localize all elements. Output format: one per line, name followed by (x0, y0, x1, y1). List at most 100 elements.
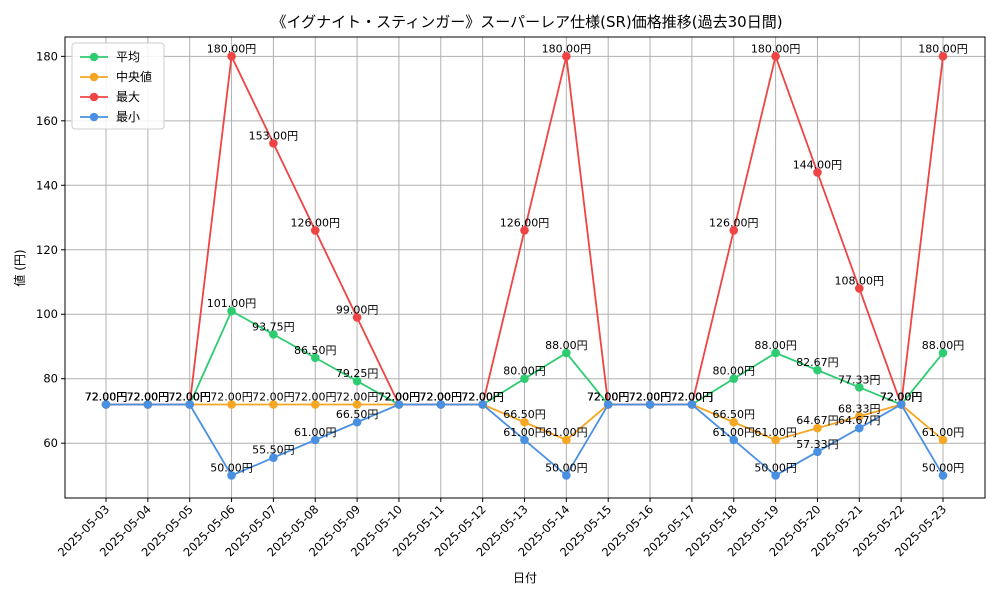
data-point (436, 400, 446, 409)
data-label: 72.00円 (168, 391, 211, 404)
data-label: 72.00円 (461, 391, 504, 404)
data-label: 50.00円 (210, 461, 253, 474)
legend-box (71, 42, 165, 130)
data-point (352, 313, 362, 322)
data-point (352, 417, 362, 427)
data-label: 72.00円 (587, 391, 630, 404)
data-point (729, 435, 739, 445)
data-label: 101.00円 (207, 297, 257, 310)
data-label: 80.00円 (503, 365, 546, 378)
series-layer (101, 52, 948, 480)
data-label: 88.00円 (754, 339, 797, 352)
data-label: 72.00円 (671, 391, 714, 404)
data-label: 72.00円 (168, 391, 211, 404)
data-label: 126.00円 (291, 216, 341, 229)
data-point (938, 348, 948, 358)
data-point (729, 226, 739, 235)
legend-entry: 中央値 (116, 69, 152, 84)
data-point (269, 400, 278, 409)
y-axis-label: 値 (円) (12, 249, 27, 286)
y-tick-label: 140 (36, 178, 58, 192)
data-point (855, 284, 864, 293)
data-label: 72.00円 (671, 391, 714, 404)
data-label: 108.00円 (835, 274, 885, 287)
data-point (269, 330, 278, 339)
data-point (562, 471, 571, 480)
data-point (855, 383, 864, 392)
data-label: 93.75円 (252, 320, 295, 333)
data-label: 72.00円 (85, 391, 128, 404)
data-label: 72.00円 (420, 391, 463, 404)
data-point (729, 417, 739, 427)
data-point (227, 471, 236, 480)
legend-marker (89, 72, 99, 82)
data-point (394, 400, 404, 409)
data-label: 61.00円 (503, 426, 546, 439)
data-label: 144.00円 (793, 158, 843, 171)
data-point (143, 400, 153, 409)
data-point (896, 400, 906, 409)
data-point (645, 400, 655, 409)
data-label: 72.00円 (252, 391, 295, 404)
data-label: 180.00円 (918, 42, 968, 55)
data-label: 86.50円 (294, 344, 337, 357)
data-label: 180.00円 (207, 42, 257, 55)
data-point (771, 471, 780, 480)
data-point (101, 400, 111, 409)
data-label: 61.00円 (545, 426, 588, 439)
y-tick-label: 80 (43, 372, 58, 386)
legend-marker (89, 92, 99, 102)
data-label: 57.33円 (796, 438, 839, 451)
data-label: 79.25円 (336, 367, 379, 380)
data-point (603, 400, 613, 409)
data-point (352, 400, 362, 409)
data-label: 68.33円 (838, 402, 881, 415)
data-label: 66.50円 (336, 408, 379, 421)
data-point (227, 400, 236, 409)
data-point (813, 168, 822, 177)
data-point (520, 226, 529, 235)
data-label: 72.00円 (880, 391, 923, 404)
data-point (855, 423, 864, 433)
data-label: 72.00円 (85, 391, 128, 404)
x-ticks: 2025-05-032025-05-042025-05-052025-05-06… (55, 498, 949, 559)
data-label: 50.00円 (754, 461, 797, 474)
data-label: 80.00円 (713, 365, 756, 378)
data-point (938, 52, 948, 61)
data-labels: 72.00円 72.00円 72.00円101.00円93.75円86.50円79.… (85, 42, 968, 474)
data-label: 50.00円 (922, 461, 965, 474)
data-label: 126.00円 (709, 216, 759, 229)
data-label: 77.33円 (838, 373, 881, 386)
x-axis-label: 日付 (513, 571, 537, 585)
data-point (938, 435, 948, 445)
data-label: 72.00円 (127, 391, 170, 404)
data-label: 72.00円 (461, 391, 504, 404)
data-label: 64.67円 (796, 414, 839, 427)
data-label: 61.00円 (713, 426, 756, 439)
data-label: 99.00円 (336, 303, 379, 316)
data-point (227, 52, 236, 61)
data-point (562, 348, 571, 358)
data-point (562, 435, 571, 445)
data-label: 72.00円 (587, 391, 630, 404)
data-point (352, 376, 362, 386)
data-label: 72.00円 (587, 391, 630, 404)
data-point (269, 453, 278, 463)
data-point (729, 374, 739, 384)
data-label: 72.00円 (671, 391, 714, 404)
data-label: 72.00円 (587, 391, 630, 404)
data-label: 72.00円 (880, 391, 923, 404)
data-label: 72.00円 (420, 391, 463, 404)
chart-title: 《イグナイト・スティンガー》スーパーレア仕様(SR)価格推移(過去30日間) (271, 13, 782, 31)
legend-entry: 平均 (116, 50, 140, 64)
data-label: 72.00円 (461, 391, 504, 404)
data-label: 88.00円 (922, 339, 965, 352)
data-point (520, 374, 529, 384)
data-point (771, 348, 780, 358)
data-label: 88.00円 (545, 339, 588, 352)
y-tick-label: 160 (36, 114, 58, 128)
data-label: 72.00円 (210, 391, 253, 404)
data-label: 66.50円 (713, 408, 756, 421)
